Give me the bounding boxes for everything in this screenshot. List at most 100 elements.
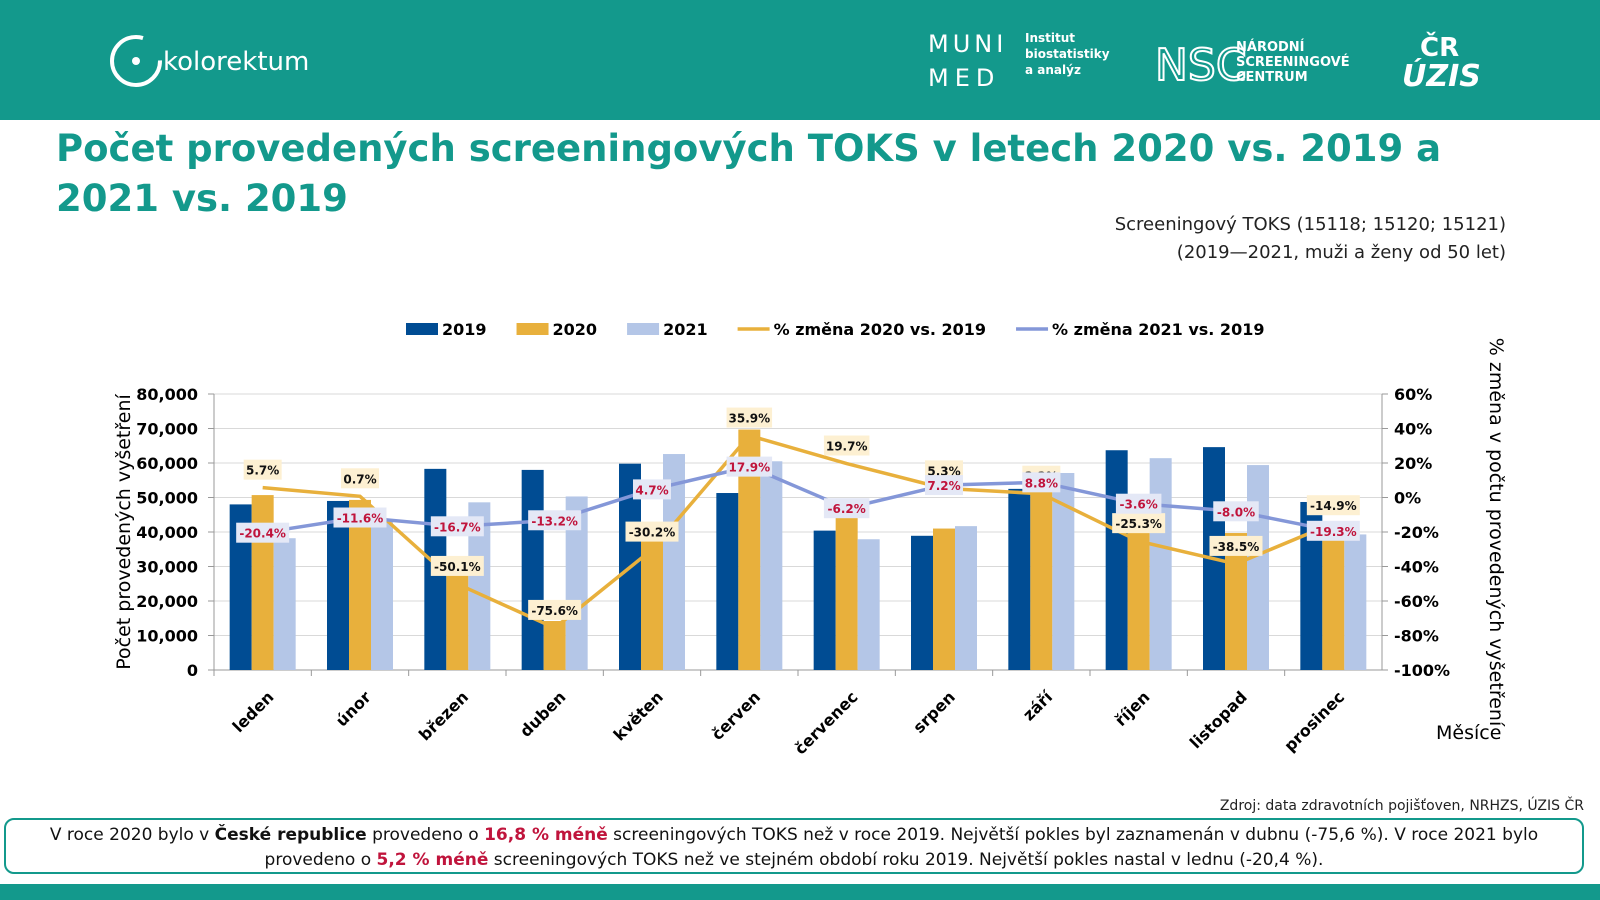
legend-label: 2021 bbox=[663, 320, 708, 339]
data-label-bg bbox=[625, 521, 679, 542]
data-label-bg bbox=[1022, 472, 1061, 493]
y2-tick-label: -20% bbox=[1394, 523, 1439, 542]
bar bbox=[1322, 527, 1345, 670]
data-label-bg bbox=[236, 522, 290, 543]
x-tick-label: listopad bbox=[1186, 687, 1251, 752]
y2-tick-label: 0% bbox=[1394, 489, 1421, 508]
x-tick-label: říjen bbox=[1111, 687, 1154, 730]
bar bbox=[663, 454, 685, 670]
data-label-bg bbox=[528, 599, 582, 620]
bar bbox=[1052, 473, 1075, 670]
legend-swatch bbox=[516, 323, 549, 335]
bar bbox=[273, 538, 296, 670]
bar bbox=[933, 528, 955, 670]
y-tick-label: 30,000 bbox=[136, 558, 198, 577]
x-tick-label: březen bbox=[415, 687, 472, 744]
data-label-bg bbox=[341, 468, 379, 489]
logo-text: a analýz bbox=[1025, 63, 1081, 77]
data-label-bg bbox=[243, 459, 282, 480]
data-label-bg bbox=[1213, 501, 1259, 522]
data-label: 8.8% bbox=[1025, 476, 1058, 490]
data-label: 4.7% bbox=[635, 483, 668, 497]
data-label: -11.6% bbox=[337, 512, 384, 526]
bar bbox=[1149, 458, 1172, 670]
legend-swatch bbox=[627, 323, 660, 335]
subtitle: Screeningový TOKS (15118; 15120; 15121) bbox=[1115, 214, 1506, 235]
bar bbox=[641, 526, 663, 670]
line bbox=[262, 464, 1334, 535]
y-tick-label: 80,000 bbox=[136, 385, 198, 404]
legend-label: 2020 bbox=[553, 320, 598, 339]
summary-text: 5,2 % méně bbox=[376, 850, 489, 870]
data-label-bg bbox=[528, 510, 582, 531]
logo-text: ÚZIS bbox=[1402, 57, 1481, 94]
data-label: -19.3% bbox=[1310, 525, 1357, 539]
bar bbox=[1105, 450, 1128, 670]
data-label: -13.2% bbox=[531, 514, 578, 528]
summary-text: České republice bbox=[214, 825, 367, 845]
y2-tick-label: 20% bbox=[1394, 454, 1432, 473]
y-tick-label: 70,000 bbox=[136, 420, 198, 439]
bar bbox=[349, 499, 371, 670]
data-label: -20.4% bbox=[239, 527, 286, 541]
data-label: 7.2% bbox=[927, 479, 960, 493]
data-label-bg bbox=[1112, 513, 1166, 534]
bar bbox=[1008, 488, 1031, 670]
summary: V roce 2020 bylo v České republice prove… bbox=[4, 818, 1584, 874]
bar bbox=[327, 500, 349, 670]
y2-tick-label: -80% bbox=[1394, 627, 1439, 646]
y-axis-title: Počet provedených vyšetření bbox=[113, 394, 135, 670]
data-label: -38.5% bbox=[1213, 540, 1260, 554]
bar bbox=[1344, 534, 1367, 670]
x-tick-label: květen bbox=[610, 687, 667, 744]
bar bbox=[1247, 465, 1269, 670]
data-label-bg bbox=[633, 479, 671, 500]
x-tick-label: leden bbox=[229, 687, 278, 736]
title: Počet provedených screeningových TOKS v … bbox=[56, 127, 1442, 220]
data-label-bg bbox=[925, 475, 963, 496]
data-label: -25.3% bbox=[1115, 517, 1162, 531]
data-label-bg bbox=[430, 516, 484, 537]
x-axis-title: Měsíce bbox=[1436, 722, 1501, 744]
data-label-bg bbox=[430, 555, 484, 576]
bar bbox=[229, 504, 252, 670]
x-tick-label: červenec bbox=[791, 687, 862, 758]
data-label-bg bbox=[823, 435, 870, 456]
data-label-bg bbox=[823, 498, 870, 519]
y2-tick-label: 60% bbox=[1394, 385, 1432, 404]
header-band bbox=[0, 0, 1600, 120]
y-tick-label: 10,000 bbox=[136, 627, 198, 646]
bar bbox=[1127, 505, 1150, 670]
y-tick-label: 40,000 bbox=[136, 523, 198, 542]
data-label: -50.1% bbox=[434, 560, 481, 574]
bar bbox=[1030, 484, 1053, 670]
bar bbox=[543, 621, 566, 670]
x-tick-label: srpen bbox=[909, 687, 959, 737]
footer-band bbox=[0, 884, 1600, 900]
logo-text: Institut bbox=[1025, 31, 1075, 45]
bar bbox=[565, 496, 588, 670]
legend-label: % změna 2021 vs. 2019 bbox=[1052, 320, 1264, 339]
bar bbox=[371, 520, 393, 670]
data-label: -3.6% bbox=[1120, 498, 1158, 512]
legend-swatch bbox=[406, 323, 438, 335]
logo-text: MUNI bbox=[928, 30, 1007, 58]
bar bbox=[738, 429, 761, 670]
x-tick-label: prosinec bbox=[1280, 687, 1348, 755]
data-label: 17.9% bbox=[729, 461, 771, 475]
data-label: -8.0% bbox=[1217, 505, 1255, 519]
logo-text: kolorektum bbox=[163, 47, 309, 77]
bar bbox=[716, 493, 739, 670]
data-label: -14.9% bbox=[1310, 499, 1357, 513]
bar bbox=[468, 502, 491, 670]
legend-label: % změna 2020 vs. 2019 bbox=[774, 320, 986, 339]
bar bbox=[857, 539, 880, 670]
x-tick-label: únor bbox=[332, 687, 375, 730]
bar bbox=[446, 569, 469, 670]
data-label: 35.9% bbox=[729, 412, 771, 426]
summary-text: screeningových TOKS než v roce 2019. Nej… bbox=[264, 825, 1539, 870]
x-tick-label: duben bbox=[516, 687, 569, 740]
y-tick-label: 50,000 bbox=[136, 489, 198, 508]
